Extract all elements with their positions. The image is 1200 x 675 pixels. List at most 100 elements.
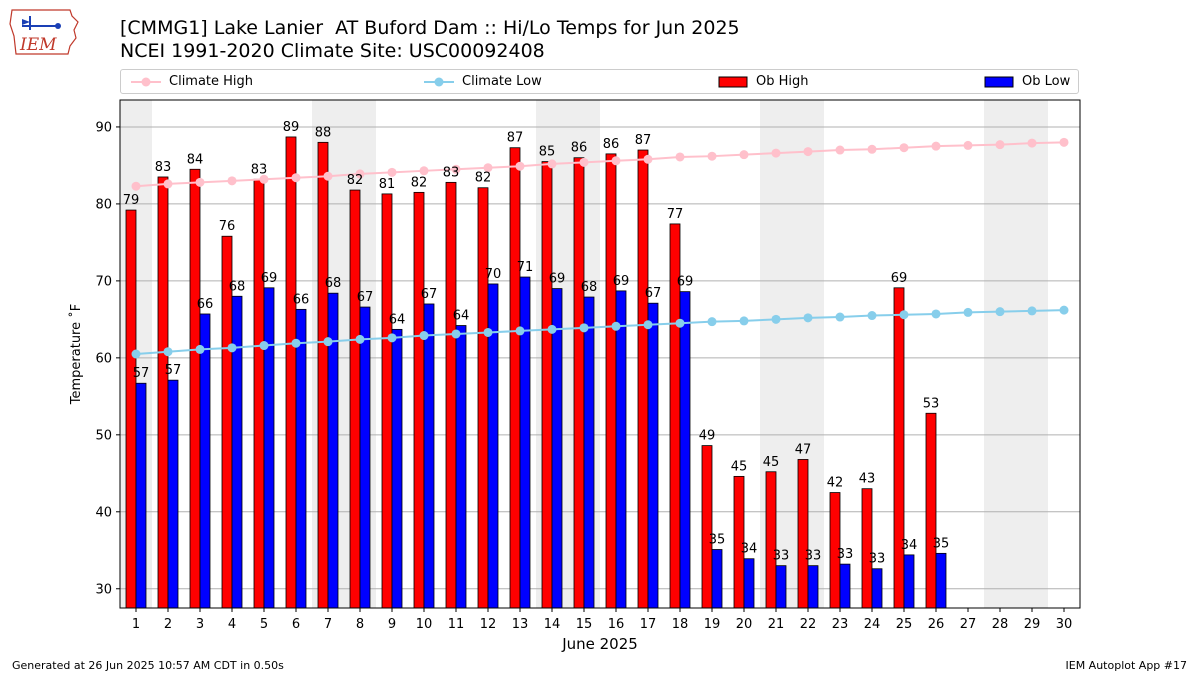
weekend-shade-29: [1016, 100, 1048, 608]
ob-high-bar-21: [765, 471, 777, 609]
x-tick-label-15: 15: [576, 617, 593, 632]
ob-low-bar-4: [231, 295, 243, 609]
y-tick-label-30: 30: [95, 582, 112, 597]
ob-high-bar-8: [349, 189, 361, 609]
ob-high-bar-26: [925, 412, 937, 609]
ob-low-bar-16: [615, 290, 627, 609]
ob-high-bar-15: [573, 157, 585, 609]
x-tick-label-29: 29: [1024, 617, 1041, 632]
ob-high-label-12: 82: [475, 171, 492, 186]
ob-high-bar-25: [893, 287, 905, 609]
x-tick-label-4: 4: [228, 617, 236, 632]
ob-low-label-7: 68: [325, 276, 342, 291]
climate-high-point-17: [643, 154, 653, 164]
ob-low-label-19: 35: [709, 533, 726, 548]
ob-low-bar-10: [423, 303, 435, 609]
climate-low-point-6: [291, 338, 301, 348]
legend-item-climate-high: Climate High: [131, 70, 253, 93]
x-tick-label-19: 19: [704, 617, 721, 632]
climate-high-point-14: [547, 159, 557, 169]
ob-high-label-25: 69: [891, 271, 908, 286]
chart-subtitle: NCEI 1991-2020 Climate Site: USC00092408: [120, 40, 545, 62]
climate-low-point-25: [899, 310, 909, 320]
climate-low-point-10: [419, 331, 429, 341]
plot-frame: [119, 99, 1081, 609]
ob-low-label-20: 34: [741, 542, 758, 557]
ob-high-label-26: 53: [923, 396, 940, 411]
weekend-shade-28: [984, 100, 1016, 608]
climate-low-point-18: [675, 318, 685, 328]
ob-low-bar-1: [135, 382, 147, 609]
climate-high-point-19: [707, 151, 717, 161]
ob-high-label-7: 88: [315, 125, 332, 140]
y-tick-label-80: 80: [95, 197, 112, 212]
climate-low-point-5: [259, 341, 269, 351]
climate-low-point-19: [707, 317, 717, 327]
ob-low-bar-23: [839, 563, 851, 609]
ob-high-bar-22: [797, 459, 809, 609]
climate-high-point-9: [387, 167, 397, 177]
climate-high-point-2: [163, 179, 173, 189]
climate-low-point-11: [451, 329, 461, 339]
climate-high-point-15: [579, 157, 589, 167]
ob-high-bar-24: [861, 488, 873, 609]
ob-high-bar-2: [157, 176, 169, 609]
climate-high-point-4: [227, 176, 237, 186]
ob-low-bar-9: [391, 328, 403, 609]
climate-high-point-30: [1059, 137, 1069, 147]
climate-high-point-24: [867, 144, 877, 154]
x-tick-label-6: 6: [292, 617, 300, 632]
grid-lines: [120, 126, 1080, 590]
legend-item-ob-high: Ob High: [718, 70, 809, 93]
chart-title: [CMMG1] Lake Lanier AT Buford Dam :: Hi/…: [120, 17, 740, 39]
ob-high-label-8: 82: [347, 173, 364, 188]
x-axis-label: June 2025: [561, 635, 638, 653]
ob-low-bar-24: [871, 568, 883, 609]
x-tick-label-23: 23: [832, 617, 849, 632]
climate-low-point-20: [739, 316, 749, 326]
ob-low-label-3: 66: [197, 297, 214, 312]
x-tick-label-28: 28: [992, 617, 1009, 632]
y-tick-label-40: 40: [95, 505, 112, 520]
x-tick-label-30: 30: [1056, 617, 1073, 632]
generated-timestamp: Generated at 26 Jun 2025 10:57 AM CDT in…: [12, 659, 284, 672]
ob-high-bar-5: [253, 178, 265, 609]
ob-low-bar-20: [743, 558, 755, 609]
climate-high-line-marker: [131, 77, 161, 86]
ob-high-label-11: 83: [443, 165, 460, 180]
legend-label-climate-low: Climate Low: [462, 74, 542, 89]
ob-low-label-4: 68: [229, 279, 246, 294]
climate-low-point-24: [867, 311, 877, 321]
ob-high-label-6: 89: [283, 120, 300, 135]
x-tick-label-26: 26: [928, 617, 945, 632]
ob-low-bar-3: [199, 313, 211, 609]
climate-low-point-26: [931, 309, 941, 319]
y-tick-label-60: 60: [95, 351, 112, 366]
ob-high-label-14: 85: [539, 145, 556, 160]
logo-text: IEM: [19, 35, 57, 55]
x-tick-label-25: 25: [896, 617, 913, 632]
climate-low-point-23: [835, 312, 845, 322]
ob-low-label-9: 64: [389, 312, 406, 327]
climate-low-point-1: [131, 349, 141, 359]
climate-high-point-29: [1027, 138, 1037, 148]
climate-high-point-8: [355, 169, 365, 179]
ob-high-bar-14: [541, 161, 553, 609]
x-tick-label-27: 27: [960, 617, 977, 632]
climate-low-point-16: [611, 321, 621, 331]
climate-high-point-18: [675, 152, 685, 162]
y-tick-label-90: 90: [95, 120, 112, 135]
ob-low-bar-5: [263, 287, 275, 609]
ob-low-label-22: 33: [805, 549, 822, 564]
ob-high-label-16: 86: [603, 137, 620, 152]
climate-high-point-5: [259, 174, 269, 184]
climate-high-point-23: [835, 145, 845, 155]
ob-low-bar-25: [903, 554, 915, 609]
climate-low-point-30: [1059, 305, 1069, 315]
ob-high-bar-16: [605, 153, 617, 609]
x-tick-label-22: 22: [800, 617, 817, 632]
ob-high-swatch: [718, 76, 748, 87]
ob-low-bar-15: [583, 296, 595, 609]
ob-high-label-18: 77: [667, 207, 684, 222]
